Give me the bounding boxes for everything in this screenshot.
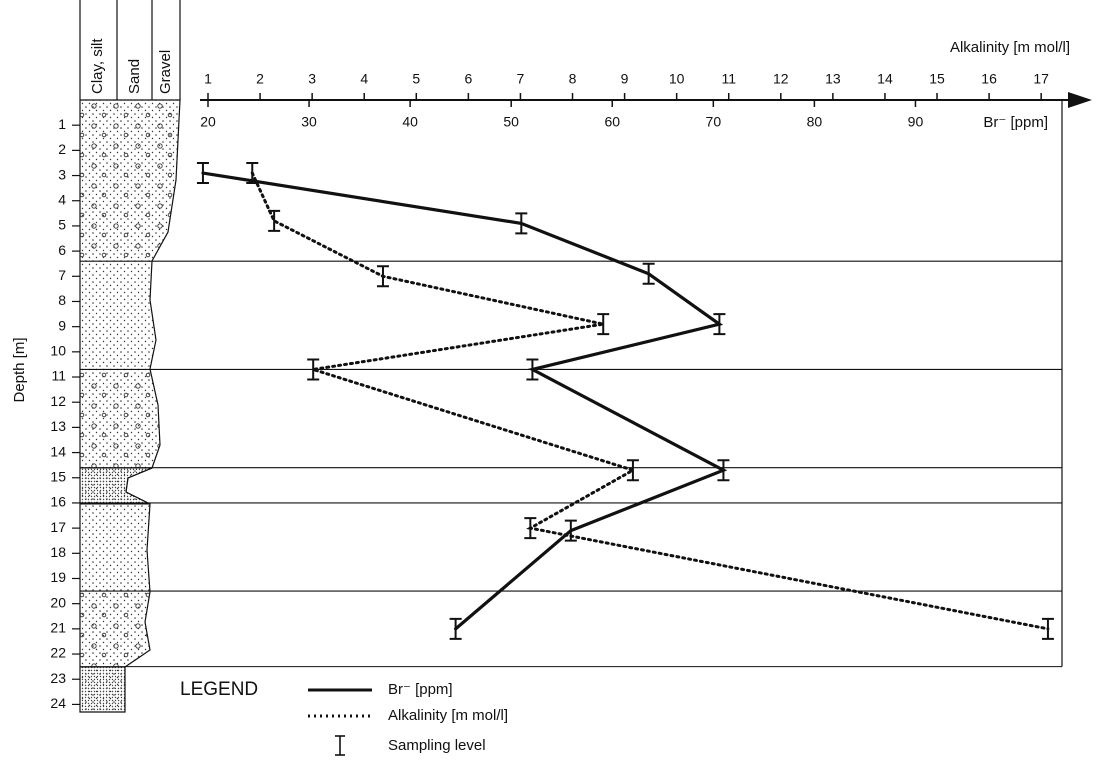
y-tick-label: 4: [58, 191, 66, 207]
x2-tick-label: 15: [929, 71, 945, 87]
x2-tick-label: 7: [517, 71, 525, 87]
y-tick-label: 14: [50, 443, 66, 459]
x2-tick-label: 6: [464, 71, 472, 87]
x2-tick-label: 9: [621, 71, 629, 87]
y-tick-label: 16: [50, 494, 66, 510]
x2-tick-label: 16: [981, 71, 997, 87]
x2-tick-label: 2: [256, 71, 264, 87]
x-tick-label: 90: [908, 114, 924, 130]
y-tick-label: 21: [50, 620, 66, 636]
x2-tick-label: 11: [721, 71, 736, 87]
legend-label: Alkalinity [m mol/l]: [388, 707, 508, 724]
y-tick-label: 22: [50, 645, 66, 661]
x-tick-label: 40: [402, 114, 418, 130]
y-tick-label: 8: [58, 292, 66, 308]
x-tick-label: 30: [301, 114, 317, 130]
sampling-marker: [450, 619, 462, 639]
y-tick-label: 10: [50, 343, 66, 359]
y-tick-label: 5: [58, 217, 66, 233]
legend-label: Br⁻ [ppm]: [388, 681, 453, 698]
x-axis-label: Br⁻ [ppm]: [983, 114, 1048, 131]
x2-tick-label: 14: [877, 71, 893, 87]
x2-tick-label: 17: [1033, 71, 1049, 87]
series-line: [203, 173, 723, 629]
y-tick-label: 9: [58, 317, 66, 333]
y-tick-label: 11: [51, 368, 66, 384]
x-tick-label: 20: [200, 114, 216, 130]
x2-tick-label: 3: [308, 71, 316, 87]
series-line: [252, 173, 1048, 629]
x-tick-label: 60: [604, 114, 620, 130]
y-tick-label: 2: [58, 141, 66, 157]
y-tick-label: 6: [58, 242, 66, 258]
y-tick-label: 12: [50, 393, 66, 409]
x-tick-label: 80: [807, 114, 823, 130]
lithology-label: Clay, silt: [89, 38, 106, 94]
lithology-label: Gravel: [157, 50, 174, 94]
legend-label: Sampling level: [388, 737, 486, 754]
sampling-marker: [627, 460, 639, 480]
y-tick-label: 7: [58, 267, 66, 283]
y-tick-label: 17: [50, 519, 66, 535]
y-axis-label: Depth [m]: [11, 337, 28, 402]
x2-axis-label: Alkalinity [m mol/l]: [950, 39, 1070, 56]
x2-tick-label: 8: [569, 71, 577, 87]
y-tick-label: 18: [50, 544, 66, 560]
y-tick-label: 1: [58, 116, 66, 132]
x2-tick-label: 1: [204, 71, 212, 87]
y-tick-label: 3: [58, 166, 66, 182]
x2-tick-label: 10: [669, 71, 685, 87]
x-tick-label: 70: [706, 114, 722, 130]
lithology-column: [80, 0, 180, 712]
y-tick-label: 15: [50, 468, 66, 484]
y-tick-label: 24: [50, 695, 66, 711]
y-tick-label: 19: [50, 569, 66, 585]
legend-title: LEGEND: [180, 679, 258, 700]
lithology-label: Sand: [126, 59, 143, 94]
x-tick-label: 50: [503, 114, 519, 130]
x-axis-arrow: [1068, 92, 1092, 108]
x2-tick-label: 5: [412, 71, 420, 87]
x2-tick-label: 13: [825, 71, 841, 87]
y-tick-label: 23: [50, 670, 66, 686]
chart: Alkalinity [m mol/l] Depth [m] LEGEND Sa…: [0, 0, 1096, 761]
y-tick-label: 20: [50, 594, 66, 610]
x2-tick-label: 12: [773, 71, 789, 87]
y-tick-label: 13: [50, 418, 66, 434]
x2-tick-label: 4: [360, 71, 368, 87]
